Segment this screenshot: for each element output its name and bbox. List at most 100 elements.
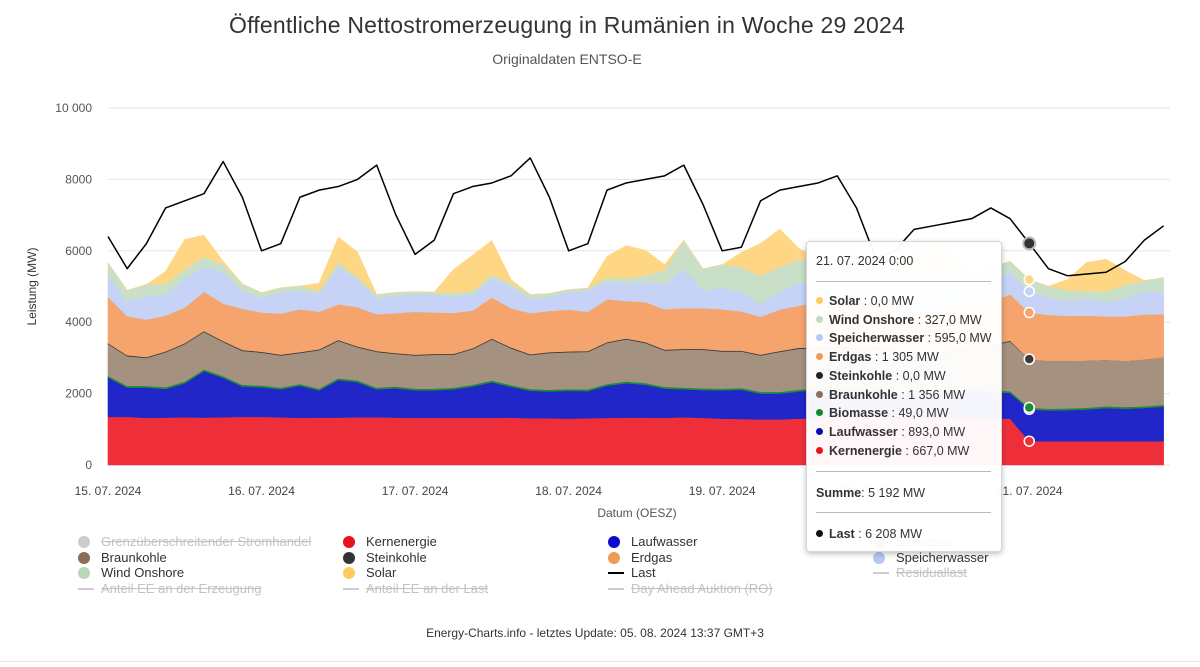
x-tick-label: 18. 07. 2024: [535, 484, 602, 498]
legend-swatch: [343, 536, 355, 548]
marker-steinkohle: [1023, 353, 1036, 365]
tooltip-row-marker: [816, 334, 823, 342]
tooltip-row-value: : 1 305 MW: [871, 350, 939, 365]
legend-swatch: [343, 587, 359, 590]
tooltip-row-name: Steinkohle: [829, 368, 893, 383]
tooltip-row-biomasse: Biomasse : 49,0 MW: [816, 405, 949, 421]
legend-swatch: [608, 587, 624, 590]
tooltip-sum-label: Summe: [816, 486, 862, 500]
tooltip-sum: Summe: 5 192 MW: [816, 486, 926, 500]
chart-tooltip: 21. 07. 2024 0:00 Solar : 0,0 MW Wind Ons…: [806, 241, 1002, 552]
legend-swatch: [343, 551, 355, 564]
tooltip-row-steinkohle: Steinkohle : 0,0 MW: [816, 368, 946, 384]
legend-swatch: [343, 567, 355, 579]
hover-markers: [1022, 236, 1037, 447]
tooltip-row-name: Solar: [829, 294, 861, 308]
legend-swatch: [78, 551, 90, 564]
tooltip-row-speicherwasser: Speicherwasser : 595,0 MW: [816, 330, 992, 346]
bottom-divider: [0, 661, 1200, 662]
tooltip-last-value: 6 208 MW: [865, 527, 923, 541]
tooltip-row-marker: [816, 390, 823, 398]
tooltip-row-marker: [816, 297, 823, 304]
y-tick-label: 6000: [65, 244, 92, 258]
tooltip-row-wind-onshore: Wind Onshore : 327,0 MW: [816, 312, 982, 328]
tooltip-date: 21. 07. 2024 0:00: [816, 254, 914, 268]
tooltip-row-marker: [816, 371, 823, 379]
tooltip-row-name: Wind Onshore: [829, 312, 915, 327]
y-tick-label: 2000: [65, 387, 92, 401]
tooltip-last-label: Last: [829, 527, 855, 541]
tooltip-last: Last : 6 208 MW: [816, 526, 922, 542]
marker-kernenergie: [1023, 435, 1036, 447]
tooltip-row-name: Speicherwasser: [829, 331, 925, 346]
chart-subtitle: Originaldaten ENTSO-E: [492, 51, 642, 67]
legend-swatch: [78, 587, 94, 590]
tooltip-row-marker: [816, 427, 823, 435]
footer-update-info: Energy-Charts.info - letztes Update: 05.…: [426, 626, 764, 640]
tooltip-row-value: : 595,0 MW: [924, 331, 992, 346]
tooltip-separator: [816, 281, 991, 282]
x-tick-label: 21. 07. 2024: [996, 484, 1063, 498]
tooltip-row-marker: [816, 353, 823, 361]
line-last: [107, 157, 1165, 277]
tooltip-row-name: Erdgas: [829, 350, 872, 365]
legend-label: Kernenergie: [366, 534, 437, 549]
x-tick-label: 17. 07. 2024: [382, 484, 449, 498]
legend-label: Last: [631, 565, 656, 580]
legend-swatch: [873, 551, 885, 564]
x-axis-label: Datum (OESZ): [597, 506, 676, 520]
legend-label: Anteil EE an der Erzeugung: [101, 580, 262, 596]
legend-label: Braunkohle: [101, 549, 167, 565]
area-solar: [107, 228, 1164, 295]
legend-label: Erdgas: [631, 549, 673, 565]
marker-biomasse: [1023, 401, 1036, 414]
x-tick-label: 19. 07. 2024: [689, 484, 756, 498]
tooltip-row-solar: Solar : 0,0 MW: [816, 293, 914, 309]
tooltip-row-erdgas: Erdgas : 1 305 MW: [816, 349, 939, 365]
marker-solar: [1023, 273, 1036, 286]
x-tick-label: 15. 07. 2024: [75, 484, 142, 498]
legend-label: Grenzüberschreitender Stromhandel: [101, 534, 312, 549]
tooltip-row-marker: [816, 446, 823, 454]
tooltip-row-braunkohle: Braunkohle : 1 356 MW: [816, 387, 965, 403]
y-tick-label: 8000: [65, 172, 92, 186]
legend-label: Solar: [366, 565, 397, 580]
legend-swatch: [608, 572, 624, 574]
tooltip-row-value: : 1 356 MW: [897, 387, 966, 402]
tooltip-row-value: : 327,0 MW: [914, 312, 982, 327]
tooltip-separator: [816, 512, 991, 513]
tooltip-last-marker: [816, 530, 823, 537]
legend-label: Residuallast: [896, 565, 967, 580]
tooltip-row-value: : 893,0 MW: [897, 424, 966, 439]
legend-label: Steinkohle: [366, 549, 427, 565]
tooltip-row-value: : 0,0 MW: [892, 368, 946, 383]
legend-label: Anteil EE an der Last: [366, 580, 489, 596]
tooltip-row-name: Braunkohle: [829, 387, 898, 402]
y-tick-label: 0: [85, 458, 92, 472]
tooltip-row-marker: [816, 315, 823, 323]
y-axis-label: Leistung (MW): [25, 247, 39, 325]
tooltip-row-laufwasser: Laufwasser : 893,0 MW: [816, 424, 965, 440]
tooltip-separator: [816, 471, 991, 472]
legend-label: Day Ahead Auktion (RO): [631, 580, 773, 596]
y-tick-label: 4000: [65, 315, 92, 329]
area-kernenergie: [107, 416, 1164, 466]
legend-swatch: [608, 551, 620, 564]
chart-title: Öffentliche Nettostromerzeugung in Rumän…: [229, 12, 905, 38]
marker-last: [1022, 236, 1037, 251]
legend-label: Wind Onshore: [101, 565, 185, 580]
legend-swatch: [78, 536, 90, 548]
x-tick-label: 16. 07. 2024: [228, 484, 295, 498]
tooltip-row-value: : 667,0 MW: [901, 443, 970, 458]
stacked-areas: [107, 228, 1164, 466]
tooltip-row-value: : 49,0 MW: [888, 406, 949, 421]
load-line: [107, 157, 1165, 277]
legend-swatch: [78, 567, 90, 579]
tooltip-sum-value: 5 192 MW: [868, 486, 926, 500]
legend-swatch: [873, 572, 889, 574]
tooltip-row-value: : 0,0 MW: [860, 294, 914, 308]
legend-label: Laufwasser: [631, 534, 698, 549]
marker-erdgas: [1023, 306, 1036, 319]
tooltip-row-marker: [816, 409, 823, 417]
legend-swatch: [608, 536, 620, 548]
